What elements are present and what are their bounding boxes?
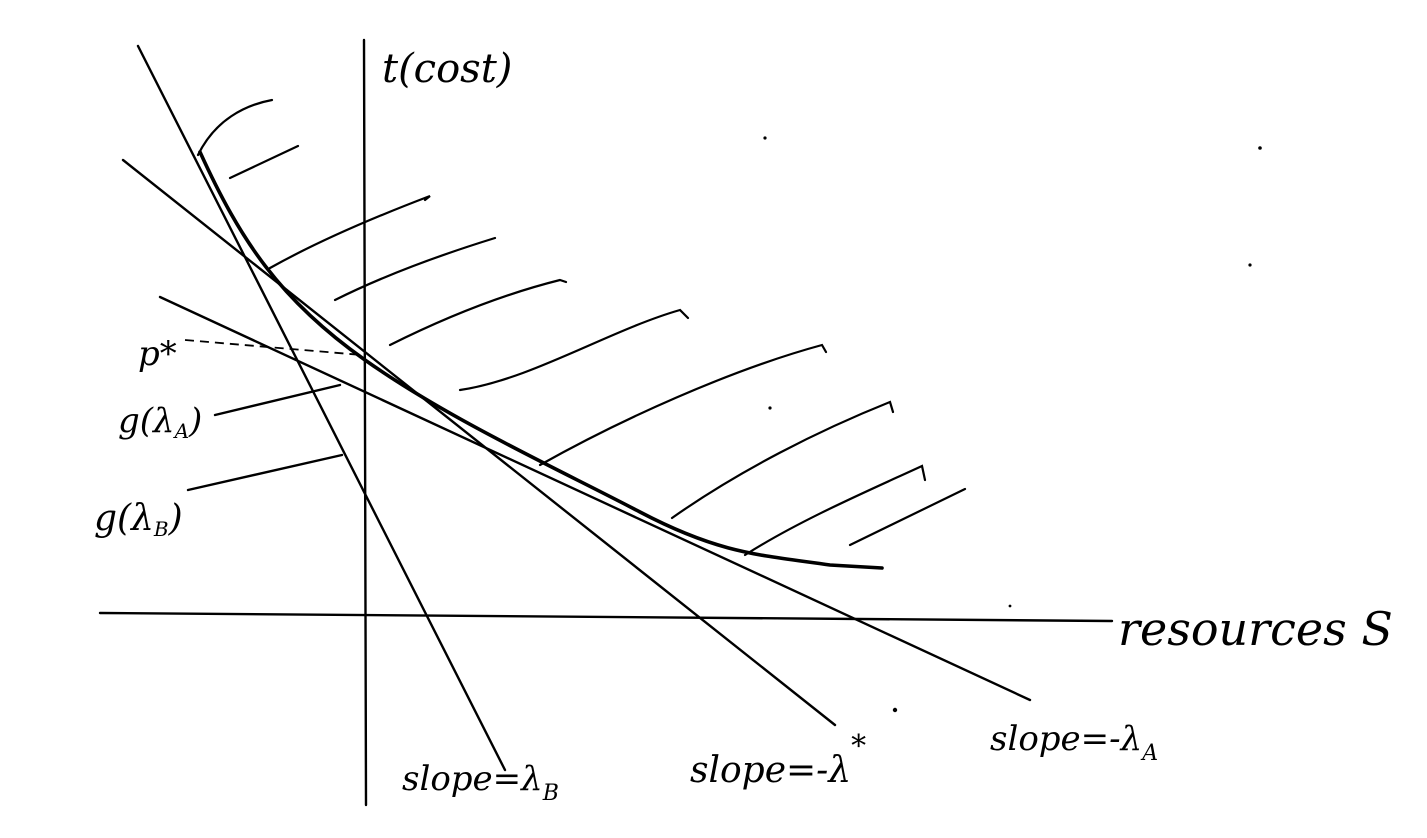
slope-lambda-star-label: slope=-λ*	[690, 729, 866, 791]
g-lambda-b-label: g(λB)	[94, 498, 183, 541]
slope-lambda-a-label: slope=-λA	[990, 719, 1158, 766]
line-slope-lambda-a	[158, 295, 1032, 702]
g-lambda-b-leader	[186, 453, 344, 492]
g-lambda-a-label: g(λA)	[118, 401, 202, 443]
scan-specks	[763, 136, 1262, 713]
feasible-region-hatching	[196, 98, 967, 557]
p-star-dashed-guide	[184, 339, 363, 356]
line-slope-lambda-star	[121, 158, 837, 727]
y-axis	[362, 38, 368, 807]
x-axis-label: resources S	[1118, 602, 1393, 656]
line-slope-lambda-b	[136, 44, 507, 772]
cost-resource-frontier-curve	[198, 150, 884, 570]
x-axis	[98, 611, 1114, 623]
p-star-label: p*	[138, 334, 177, 374]
g-lambda-a-leader	[213, 383, 342, 417]
y-axis-label: t(cost)	[382, 46, 512, 92]
slope-lambda-b-label: slope=λB	[402, 759, 559, 806]
